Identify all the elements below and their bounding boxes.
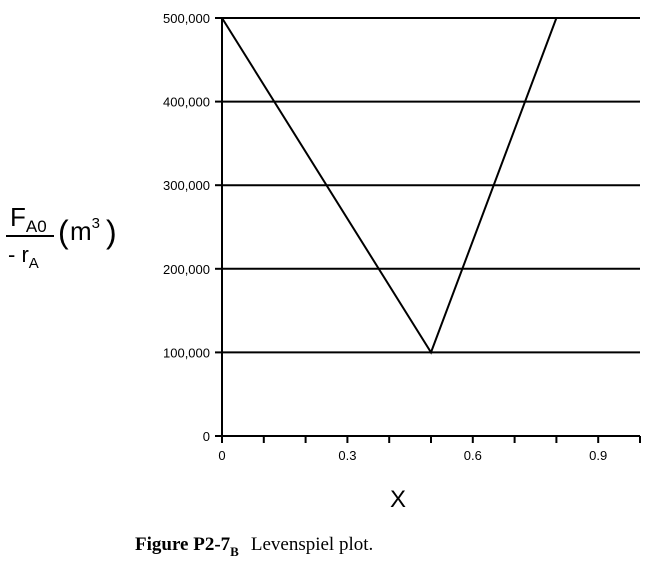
y-tick-label: 0 [203,429,210,444]
y-label-close-paren: ) [106,214,117,250]
gridlines [222,17,640,354]
y-ticks: 0 100,000 200,000 300,000 400,000 500,000 [163,11,222,444]
y-label-numerator: FA0 [10,202,47,236]
y-tick-label: 100,000 [163,345,210,360]
y-tick-label: 500,000 [163,11,210,26]
y-label-unit: m3 [70,215,100,246]
axes [221,18,640,437]
x-tick-label: 0.9 [589,448,607,463]
y-axis-label: FA0 - rA ( m3 ) [6,202,117,272]
y-tick-label: 200,000 [163,262,210,277]
y-tick-label: 300,000 [163,178,210,193]
x-tick-label: 0 [218,448,225,463]
x-axis-label: X [390,486,406,513]
y-label-open-paren: ( [58,214,69,250]
y-label-denominator: - rA [8,242,39,272]
x-tick-label: 0.6 [464,448,482,463]
series-lines [221,17,558,355]
series-line-0 [221,17,558,355]
y-tick-label: 400,000 [163,95,210,110]
x-tick-label: 0.3 [338,448,356,463]
x-ticks: 0 0.3 0.6 0.9 [218,436,641,463]
figure-caption: Figure P2-7B Levenspiel plot. [135,534,373,559]
